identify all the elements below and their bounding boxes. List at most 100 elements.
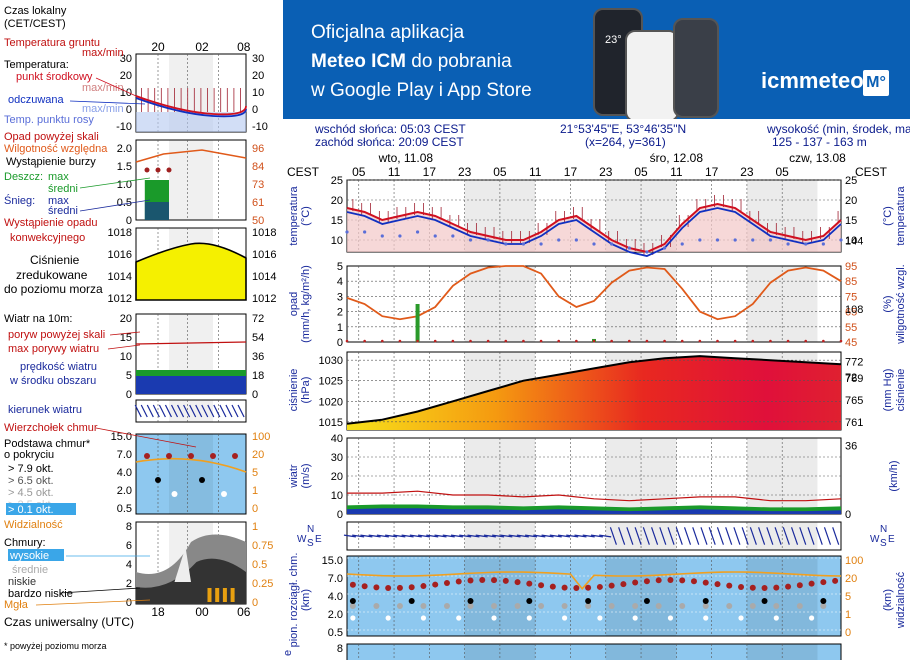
legend-wind-arrow xyxy=(219,404,227,418)
dew-point-dot xyxy=(363,230,367,234)
legend-base-tick: 0.5 xyxy=(117,503,132,515)
wind-arrow xyxy=(434,534,447,538)
wind-speed-label: prędkość wiatru xyxy=(20,361,97,373)
dir-w-r: W xyxy=(870,534,880,545)
leader-line xyxy=(35,599,151,606)
cloud-base-dot-dark xyxy=(643,598,650,604)
night-band xyxy=(169,434,213,514)
legend-hum-tick: 84 xyxy=(252,161,264,173)
legend-temp-tick-r: 30 xyxy=(252,53,264,65)
wind-arrow xyxy=(832,527,840,545)
cloud-base-dot-dark xyxy=(702,598,709,604)
press-tick-r: 772 xyxy=(845,357,863,369)
cloud-base-dot-dark xyxy=(585,598,592,604)
time-tick-bottom: 00 xyxy=(195,605,209,619)
cloud-base-dot-low xyxy=(738,615,744,621)
pressure-panel xyxy=(346,351,842,431)
wind-arrow xyxy=(675,527,683,545)
cloud-cover-panel xyxy=(346,643,842,660)
max-gust-label: max porywy wiatru xyxy=(8,343,99,355)
cloud-base-dot xyxy=(667,577,674,583)
vis-tick: 0 xyxy=(845,627,851,639)
app-banner[interactable]: Oficjalna aplikacja Meteo ICM do pobrani… xyxy=(283,0,910,119)
visibility-line xyxy=(346,571,842,590)
hour-tick: 17 xyxy=(423,165,437,179)
precip-zero-dot xyxy=(451,339,455,343)
cloud-base-dot xyxy=(820,579,827,586)
precip-zero-dot xyxy=(398,339,402,343)
cloud-base-dot-low xyxy=(597,615,603,621)
legend-storm-dot xyxy=(155,167,161,173)
wind-arrow xyxy=(467,534,480,538)
wind-arrow xyxy=(459,534,472,538)
dew-point-dot xyxy=(733,238,737,242)
wind-area xyxy=(347,508,841,514)
precip-zero-dot xyxy=(627,339,631,343)
dew-point-dot xyxy=(557,238,561,242)
logo-box: M° xyxy=(863,70,889,96)
precip-zero-dot xyxy=(416,339,419,343)
wind-arrow xyxy=(716,527,725,545)
cloud-base-dot-low xyxy=(491,615,497,621)
cloud-base-dot-mid xyxy=(491,603,498,609)
wind-tick: 20 xyxy=(331,471,343,483)
wind-arrow xyxy=(492,534,505,538)
legend-cloud-panel-frame xyxy=(135,433,247,515)
cloud-base-dot xyxy=(749,584,756,591)
wind-arrow xyxy=(557,534,571,538)
precip-tick: 2 xyxy=(337,307,343,319)
wind-arrow xyxy=(590,534,604,538)
hour-tick: 23 xyxy=(458,165,472,179)
wind-arrow xyxy=(343,534,357,538)
sunrise: wschód słońca: 05:03 CEST xyxy=(315,122,466,136)
humidity-line xyxy=(346,265,842,321)
legend-wind-arrow xyxy=(134,404,142,418)
legend-wind-tick-r: 0 xyxy=(252,389,258,401)
wind-arrow xyxy=(799,527,807,545)
cloud-base-dot-mid xyxy=(467,603,474,609)
cloud-base-dot-dark xyxy=(761,598,768,604)
precip-tick: 4 xyxy=(337,276,343,288)
cloud-base-dot-mid xyxy=(608,603,615,609)
legend-fog-bar xyxy=(222,588,227,602)
cloud-base-dot-low xyxy=(773,615,779,621)
time-tick-bottom: 06 xyxy=(237,605,251,619)
cloud-base-dot-low xyxy=(808,615,815,621)
cloud-base-dot xyxy=(491,577,498,584)
cloud-base-dot-low xyxy=(703,615,709,621)
wind-unit: (m/s) xyxy=(300,463,312,488)
wind-label: wiatr xyxy=(288,464,300,489)
legend-cloud-tick: 4 xyxy=(126,559,132,571)
legend-wind-arrow xyxy=(158,404,166,418)
hum-tick: 65 xyxy=(845,307,857,319)
cloud-base-dot-low xyxy=(561,615,568,621)
precip-zero-dot xyxy=(822,339,825,343)
dew-point-dot xyxy=(680,242,684,246)
precip-zero-dot xyxy=(486,339,490,343)
cloud-base-label: Podstawa chmur* xyxy=(4,438,91,450)
legend-temp-tick-r: 0 xyxy=(252,104,258,116)
sunset: zachód słońca: 20:09 CEST xyxy=(315,135,464,149)
cloud-base-dot-low xyxy=(667,615,674,621)
pressure-area xyxy=(347,356,841,430)
wind-arrow xyxy=(368,534,381,538)
temp-tick-l: 10 xyxy=(331,235,343,247)
e-label: e xyxy=(285,650,294,656)
legend-temp-tick: -10 xyxy=(116,121,132,133)
cloud-base-dot xyxy=(526,580,533,587)
cloud-base-dot-mid xyxy=(632,603,639,609)
legend-temp-tick-r: 20 xyxy=(252,70,264,82)
precip-zero-dot xyxy=(433,339,437,343)
legend-wind-arrow xyxy=(195,404,203,418)
wind-arrow xyxy=(642,527,650,545)
precip-unit: (mm/h, kg/m²/h) xyxy=(300,265,312,343)
wind-arrow xyxy=(393,534,406,538)
legend-wind-tick: 10 xyxy=(120,351,132,363)
legend-temp-tick-r: -10 xyxy=(252,121,268,133)
legend-top-tick: 20 xyxy=(252,449,264,461)
grid-point: (x=264, y=361) xyxy=(585,135,666,149)
legend-precip-tick: 0 xyxy=(126,215,132,227)
okt3-label: > 4.5 okt. xyxy=(8,487,54,499)
fog-label: Mgła xyxy=(4,599,29,611)
cest-left: CEST xyxy=(287,165,320,179)
